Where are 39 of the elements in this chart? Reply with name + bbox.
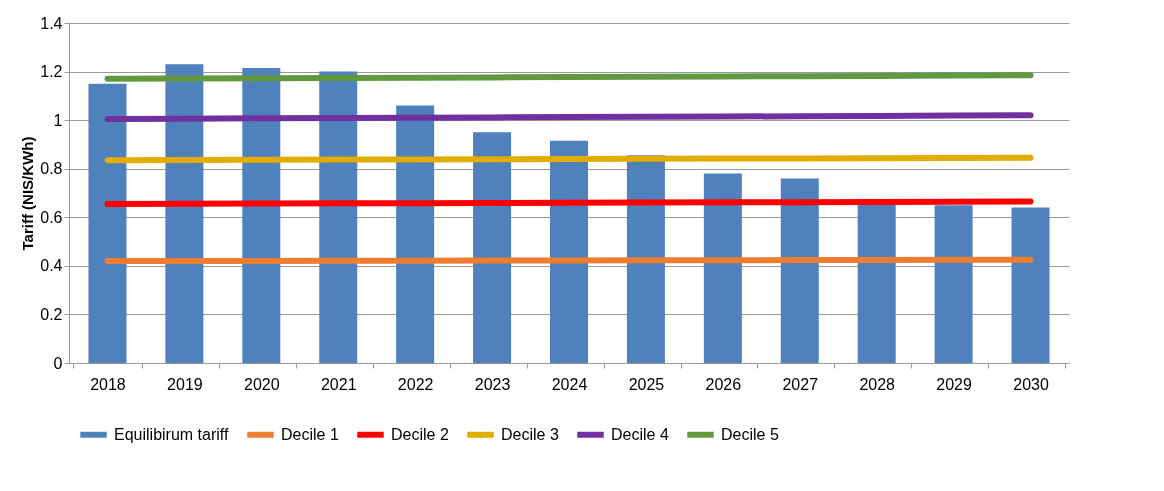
x-tick-label: 2022: [397, 375, 434, 393]
bar: [319, 71, 358, 363]
bar: [934, 205, 973, 363]
x-tick-label: 2030: [1013, 375, 1049, 393]
x-tick-label: 2020: [244, 375, 280, 393]
bar: [396, 105, 435, 363]
bar: [550, 140, 588, 363]
legend-label: Decile 2: [391, 425, 449, 443]
x-tick-label: 2026: [705, 375, 742, 393]
legend-label: Decile 3: [501, 425, 559, 443]
x-tick-label: 2025: [628, 375, 665, 393]
bar: [473, 132, 512, 363]
legend-label: Decile 4: [611, 425, 669, 443]
bar: [88, 83, 127, 363]
x-tick-label: 2024: [551, 375, 588, 393]
x-tick-label: 2018: [90, 375, 126, 393]
bar: [1011, 207, 1050, 363]
bar: [780, 178, 819, 363]
y-tick-label: 1: [53, 111, 63, 129]
legend-label: Equilibirum tariff: [114, 425, 229, 443]
y-tick-label: 0.2: [40, 305, 63, 323]
x-tick-label: 2021: [320, 375, 357, 393]
legend-label: Decile 5: [721, 425, 779, 443]
bar: [857, 202, 896, 363]
y-tick-label: 1.2: [40, 63, 63, 81]
x-tick-label: 2027: [782, 375, 819, 393]
y-tick-label: 1.4: [40, 14, 63, 32]
y-tick-label: 0.8: [40, 160, 63, 178]
bar: [626, 155, 665, 363]
y-axis-title: Tariff (NIS/KWh): [19, 136, 37, 251]
bar: [703, 173, 742, 363]
x-tick-label: 2028: [859, 375, 896, 393]
y-tick-label: 0: [53, 354, 63, 372]
x-tick-label: 2023: [474, 375, 511, 393]
x-tick-label: 2019: [167, 375, 203, 393]
x-tick-label: 2029: [936, 375, 973, 393]
y-tick-label: 0.4: [40, 257, 63, 275]
legend-label: Decile 1: [281, 425, 339, 443]
y-tick-label: 0.6: [40, 208, 63, 226]
